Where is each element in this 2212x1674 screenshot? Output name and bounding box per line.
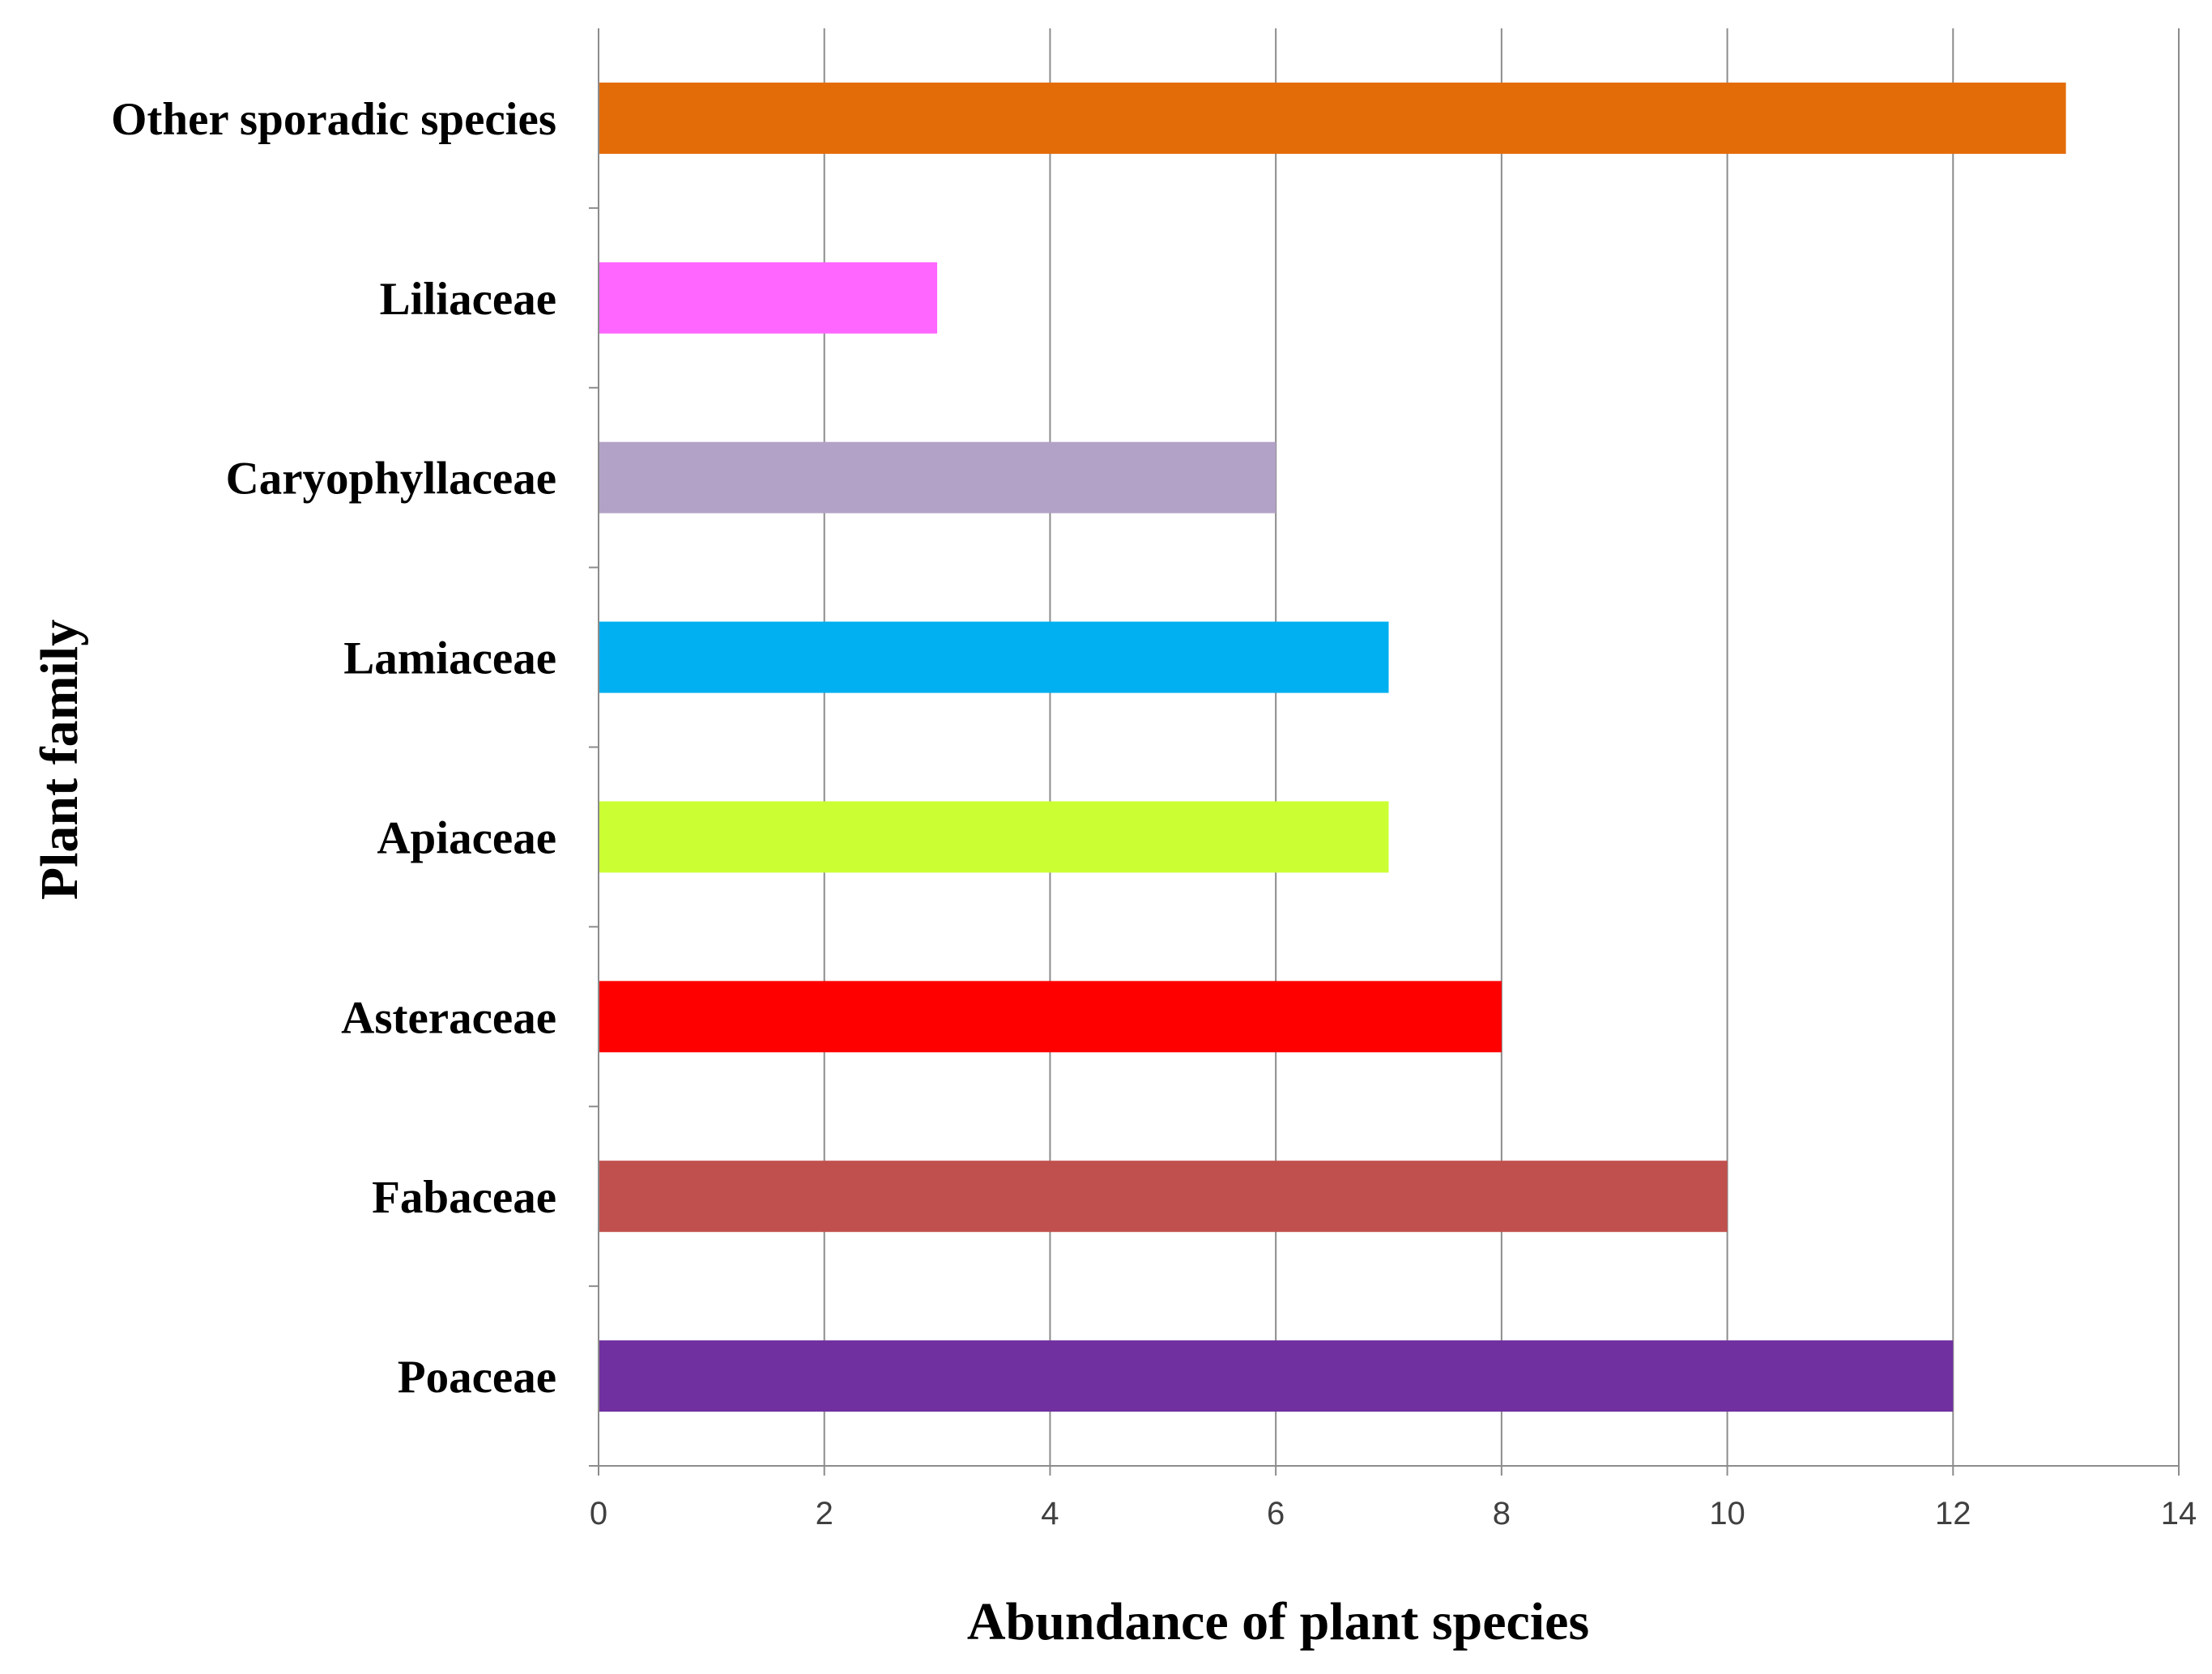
category-label: Other sporadic species	[111, 94, 556, 145]
x-tick-label: 2	[816, 1496, 833, 1531]
x-tick-label: 14	[2161, 1496, 2197, 1531]
category-label: Asteraceae	[341, 992, 556, 1043]
bar-poaceae	[599, 1340, 1954, 1412]
category-labels: Poaceae Fabaceae Asteraceae Apiaceae Lamiace…	[111, 94, 556, 1403]
x-tick-label: 4	[1041, 1496, 1059, 1531]
x-axis-title: Abundance of plant species	[967, 1592, 1589, 1651]
bar-liliaceae	[599, 262, 938, 334]
x-tick-label: 10	[1709, 1496, 1745, 1531]
x-tick-label: 6	[1267, 1496, 1285, 1531]
bars	[599, 82, 2066, 1412]
category-label: Lamiaceae	[343, 633, 556, 684]
axes	[589, 28, 2180, 1476]
x-tick-label: 8	[1493, 1496, 1511, 1531]
gridlines	[823, 28, 2180, 1466]
bar-other-sporadic-species	[599, 82, 2066, 154]
x-tick-label: 0	[590, 1496, 607, 1531]
bar-lamiaceae	[599, 621, 1389, 693]
category-label: Apiaceae	[377, 812, 556, 863]
bar-caryophyllaceae	[599, 441, 1276, 513]
category-label: Poaceae	[398, 1352, 556, 1403]
bar-fabaceae	[599, 1161, 1728, 1233]
bar-apiaceae	[599, 801, 1389, 873]
y-axis-title: Plant family	[30, 620, 89, 900]
x-tick-label: 12	[1935, 1496, 1971, 1531]
category-label: Caryophyllaceae	[226, 454, 556, 505]
category-label: Fabaceae	[372, 1172, 556, 1223]
category-label: Liliaceae	[380, 274, 556, 325]
bar-asteraceae	[599, 981, 1502, 1053]
tick-labels: 0 2 4 6 8 10 12 14	[590, 1496, 2197, 1531]
